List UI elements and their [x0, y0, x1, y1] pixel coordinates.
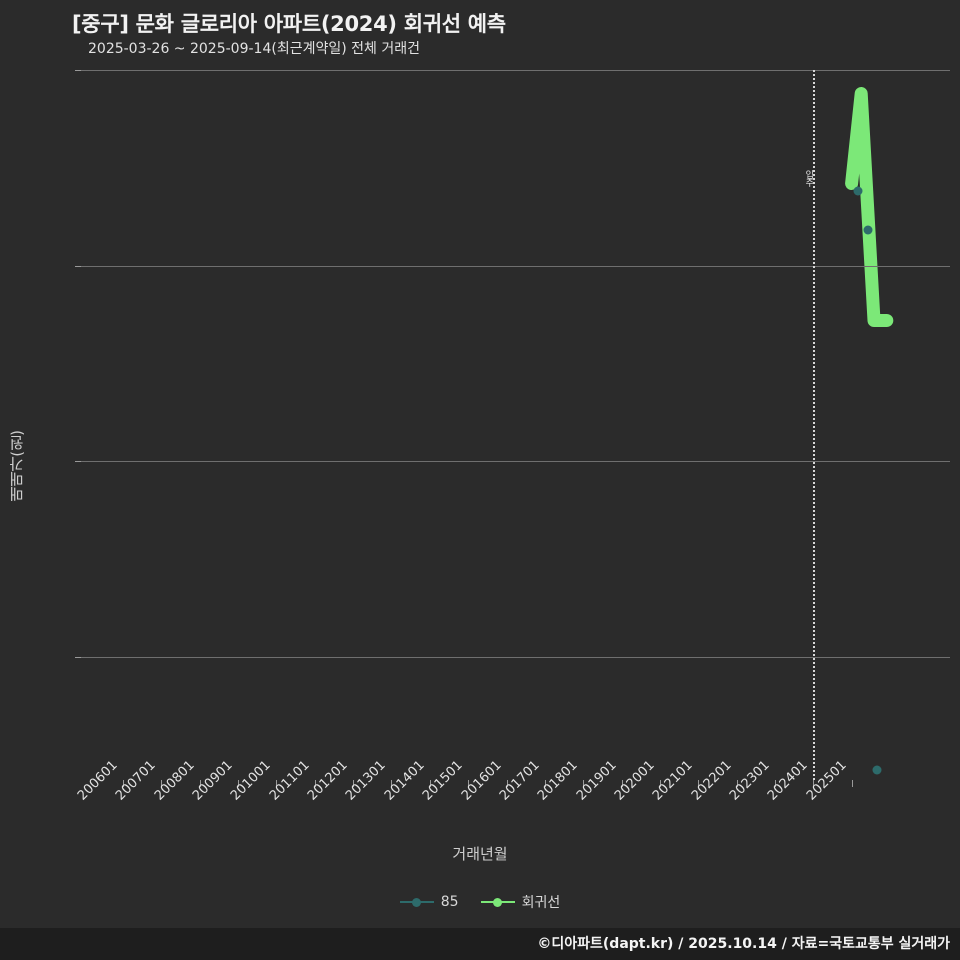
x-tick-mark	[238, 780, 240, 787]
y-axis-title: 매매가(원)	[8, 430, 26, 502]
x-tick-mark	[544, 780, 546, 787]
legend-label: 회귀선	[521, 895, 561, 911]
chart-subtitle: 2025-03-26 ~ 2025-09-14(최근계약일) 전체 거래건	[88, 41, 420, 57]
chart-legend: 85 회귀선	[0, 892, 960, 912]
x-tick-mark	[161, 780, 163, 787]
x-tick-mark	[199, 780, 201, 787]
legend-marker-icon	[399, 896, 434, 908]
x-tick-mark	[621, 780, 623, 787]
x-tick-mark	[813, 780, 815, 787]
x-tick-mark	[506, 780, 508, 787]
plot-area: 입주	[75, 70, 950, 780]
page-title: [중구] 문화 글로리아 아파트(2024) 회귀선 예측	[72, 12, 506, 36]
footer-credit: ©디아파트(dapt.kr) / 2025.10.14 / 자료=국토교통부 실…	[537, 936, 950, 952]
legend-item-regression[interactable]: 회귀선	[480, 892, 561, 912]
legend-marker-icon	[480, 896, 515, 908]
y-tick-mark	[75, 461, 81, 463]
x-tick-mark	[468, 780, 470, 787]
x-tick-mark	[774, 780, 776, 787]
gridline	[81, 461, 950, 463]
y-tick-mark	[75, 70, 81, 71]
x-tick-mark	[391, 780, 393, 787]
gridline	[81, 657, 950, 658]
data-point[interactable]	[853, 186, 863, 196]
y-tick-mark	[75, 265, 81, 267]
x-tick-mark	[736, 780, 738, 787]
x-tick-mark	[276, 780, 278, 787]
series-layer	[845, 87, 894, 327]
footer-bar	[0, 928, 960, 960]
x-axis-title: 거래년월	[452, 845, 508, 863]
x-tick-mark	[659, 780, 661, 787]
regression-line	[845, 87, 894, 327]
x-tick-mark	[851, 780, 853, 787]
x-tick-mark	[314, 780, 316, 787]
x-tick-mark	[583, 780, 585, 787]
y-tick-mark	[75, 657, 81, 658]
gridline	[81, 265, 950, 267]
x-tick-mark	[698, 780, 700, 787]
gridline	[81, 70, 950, 71]
event-vline	[813, 70, 816, 780]
x-tick-mark	[429, 780, 431, 787]
x-tick-mark	[123, 780, 124, 787]
legend-item-85[interactable]: 85	[399, 894, 459, 910]
data-point[interactable]	[863, 225, 873, 235]
event-label: 입주	[803, 170, 814, 186]
data-point[interactable]	[872, 765, 882, 775]
x-tick-mark	[353, 780, 355, 787]
legend-label: 85	[440, 894, 459, 910]
